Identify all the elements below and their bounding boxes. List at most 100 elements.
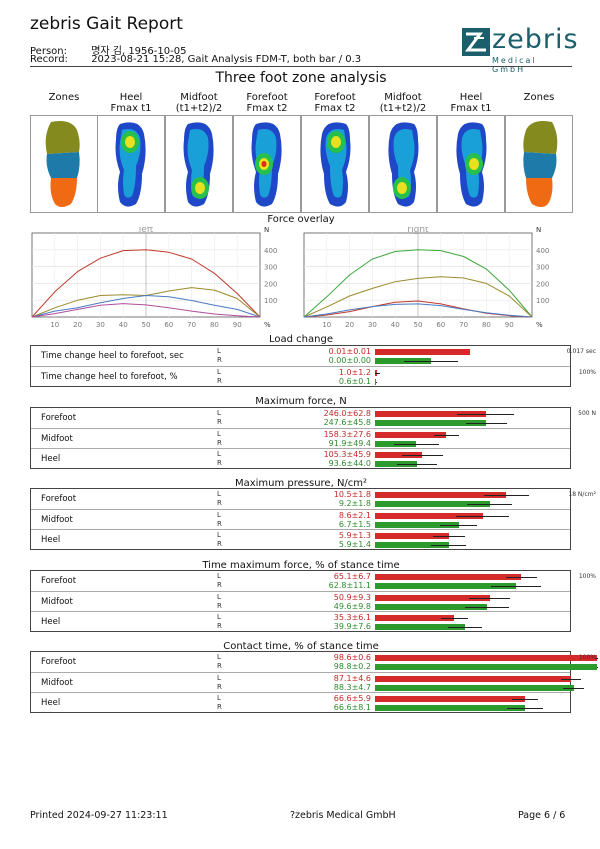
row-label: Forefoot bbox=[41, 494, 77, 504]
scale-label: 100% bbox=[578, 369, 596, 376]
measure-value: 158.3±27.6 bbox=[323, 430, 371, 439]
zone-header: Midfoot (t1+t2)/2 bbox=[165, 92, 233, 114]
zebris-logo-word: zebris bbox=[492, 24, 579, 55]
measure-value: 5.9±1.3 bbox=[338, 531, 371, 540]
error-bar bbox=[456, 516, 509, 517]
y-tick-label: 300 bbox=[264, 264, 277, 272]
bar-area: 100% bbox=[375, 653, 600, 673]
zone-header-line1: Midfoot bbox=[180, 92, 218, 103]
zone-header-line1: Zones bbox=[523, 92, 555, 103]
value-bar bbox=[375, 411, 486, 417]
error-bar bbox=[491, 586, 542, 587]
row-label: Forefoot bbox=[41, 576, 77, 586]
side-label: R bbox=[217, 459, 222, 467]
value-bar bbox=[375, 492, 507, 498]
force-curve bbox=[303, 276, 533, 318]
zone-header: Heel Fmax t1 bbox=[97, 92, 165, 114]
table-row: Midfoot L 87.1±4.6 R 88.3±4.7 bbox=[31, 672, 585, 693]
bar-area bbox=[375, 450, 600, 470]
metrics-table: Time change heel to forefoot, sec L 0.01±0… bbox=[30, 345, 596, 387]
row-label: Heel bbox=[41, 454, 61, 464]
error-bar bbox=[375, 373, 380, 374]
side-label: R bbox=[217, 703, 222, 711]
row-label: Heel bbox=[41, 617, 61, 627]
row-label: Heel bbox=[41, 535, 61, 545]
y-tick-label: 400 bbox=[264, 247, 277, 255]
bar-area bbox=[375, 511, 600, 531]
measure-value: 0.00±0.00 bbox=[328, 356, 371, 365]
pressure-map-image bbox=[301, 115, 369, 213]
force-curve bbox=[303, 303, 533, 318]
value-bar bbox=[375, 533, 449, 539]
table-row: Midfoot L 8.6±2.1 R 6.7±1.5 bbox=[31, 509, 570, 530]
zone-header-line2: (t1+t2)/2 bbox=[379, 103, 427, 114]
scale-label: 18 N/cm² bbox=[568, 491, 596, 498]
report-title: zebris Gait Report bbox=[30, 14, 183, 34]
y-unit-label: N bbox=[536, 227, 541, 234]
value-bar bbox=[375, 349, 470, 355]
x-tick-label: 80 bbox=[482, 321, 491, 329]
side-label: R bbox=[217, 540, 222, 548]
measure-value: 246.0±62.8 bbox=[323, 409, 371, 418]
measure-value: 49.6±9.8 bbox=[333, 602, 371, 611]
measure-value: 98.8±0.2 bbox=[333, 662, 371, 671]
zone-map-image bbox=[30, 115, 98, 213]
error-bar bbox=[563, 688, 585, 689]
measure-value: 0.01±0.01 bbox=[328, 347, 371, 356]
x-tick-label: 30 bbox=[368, 321, 377, 329]
x-tick-label: 90 bbox=[233, 321, 242, 329]
error-bar bbox=[433, 435, 459, 436]
measure-value: 1.0±1.2 bbox=[338, 368, 371, 377]
side-label: L bbox=[217, 572, 221, 580]
bar-area bbox=[375, 593, 600, 613]
side-label: L bbox=[217, 593, 221, 601]
x-tick-label: 70 bbox=[459, 321, 468, 329]
chart-side-label: left bbox=[139, 227, 154, 235]
row-label: Midfoot bbox=[41, 597, 73, 607]
side-label: L bbox=[217, 613, 221, 621]
x-tick-label: 80 bbox=[210, 321, 219, 329]
force-curve bbox=[31, 303, 261, 318]
table-row: Heel L 35.3±6.1 R 39.9±7.6 bbox=[31, 611, 570, 632]
side-label: L bbox=[217, 409, 221, 417]
force-overlay-right: 400 300 200 100 10 20 30 40 50 60 70 80 90 right N% bbox=[300, 225, 570, 335]
value-bar bbox=[375, 358, 432, 364]
row-label: Time change heel to forefoot, sec bbox=[41, 351, 184, 361]
value-bar bbox=[375, 685, 574, 691]
force-curve bbox=[303, 249, 533, 318]
side-label: R bbox=[217, 622, 222, 630]
measure-value: 91.9±49.4 bbox=[328, 439, 371, 448]
page-number: Page 6 / 6 bbox=[518, 810, 566, 821]
side-label: R bbox=[217, 662, 222, 670]
error-bar bbox=[457, 414, 515, 415]
measure-value: 9.2±1.8 bbox=[338, 499, 371, 508]
side-label: R bbox=[217, 356, 222, 364]
zone-header-line1: Forefoot bbox=[246, 92, 288, 103]
measure-value: 62.8±11.1 bbox=[328, 581, 371, 590]
side-label: L bbox=[217, 511, 221, 519]
table-row: Forefoot L 10.5±1.8 18 N/cm² R 9.2±1.8 bbox=[31, 489, 596, 509]
scale-label: 100% bbox=[578, 654, 596, 661]
value-bar bbox=[375, 595, 490, 601]
value-bar bbox=[375, 522, 459, 528]
metrics-table: Forefoot L 246.0±62.8 500 N R 247.6±45.8 Midfo… bbox=[30, 407, 596, 469]
y-tick-label: 300 bbox=[536, 264, 549, 272]
chart-side-label: right bbox=[407, 227, 429, 235]
pressure-map-image bbox=[233, 115, 301, 213]
error-bar bbox=[394, 444, 439, 445]
side-label: L bbox=[217, 674, 221, 682]
record-row: Record: 2023-08-21 15:28, Gait Analysis … bbox=[30, 54, 361, 65]
y-tick-label: 200 bbox=[536, 280, 549, 288]
measure-value: 88.3±4.7 bbox=[333, 683, 371, 692]
side-label: L bbox=[217, 450, 221, 458]
error-bar bbox=[440, 525, 478, 526]
zone-header-line2: Fmax t1 bbox=[110, 103, 152, 114]
value-bar bbox=[375, 655, 597, 661]
measure-value: 5.9±1.4 bbox=[338, 540, 371, 549]
zebris-logo: zebris Medical GmbH bbox=[462, 24, 578, 74]
table-row: Time change heel to forefoot, sec L 0.01±0… bbox=[31, 346, 596, 366]
measure-value: 247.6±45.8 bbox=[323, 418, 371, 427]
table-row: Midfoot L 50.9±9.3 R 49.6±9.8 bbox=[31, 591, 570, 612]
y-tick-label: 100 bbox=[264, 297, 277, 305]
scale-label: 500 N bbox=[578, 410, 596, 417]
